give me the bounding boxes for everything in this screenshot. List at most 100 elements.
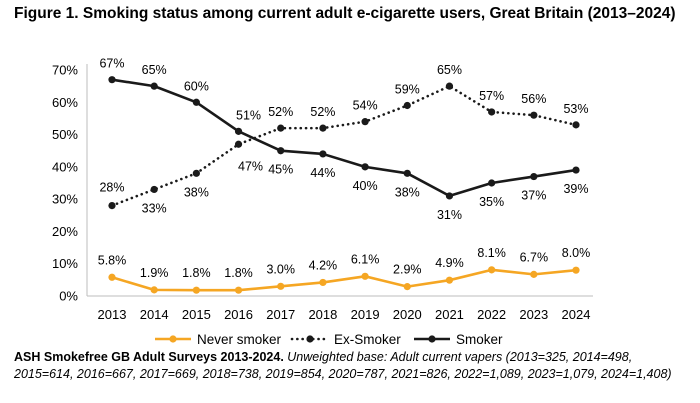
- data-point: [277, 282, 285, 290]
- legend-swatch-marker: [306, 335, 314, 343]
- data-label: 65%: [142, 63, 167, 77]
- legend-swatch-marker: [428, 335, 436, 343]
- data-label: 33%: [142, 201, 167, 215]
- line-chart: 0% 10% 20% 30% 40% 50% 60% 70% 2013 2014 2015 2016 2…: [52, 57, 593, 346]
- data-point: [403, 283, 411, 291]
- data-label: 28%: [99, 181, 124, 195]
- data-label: 45%: [268, 163, 293, 177]
- data-label: 51%: [236, 108, 261, 122]
- data-label: 52%: [268, 105, 293, 119]
- data-point: [572, 166, 580, 174]
- chart-axes: 0% 10% 20% 30% 40% 50% 60% 70% 2013 2014 2015 2016 2…: [52, 63, 593, 322]
- data-point: [108, 202, 116, 210]
- source-note: ASH Smokefree GB Adult Surveys 2013-2024…: [14, 349, 690, 382]
- data-point: [445, 82, 454, 90]
- x-tick-label: 2023: [519, 307, 548, 322]
- data-label: 31%: [437, 208, 462, 222]
- y-tick-label: 0%: [59, 289, 78, 304]
- data-label: 6.7%: [520, 250, 549, 264]
- y-tick-label: 70%: [52, 63, 78, 78]
- x-tick-label: 2021: [435, 307, 464, 322]
- legend-label: Ex-Smoker: [334, 332, 401, 346]
- data-point: [108, 76, 116, 84]
- data-point: [234, 140, 243, 148]
- data-label: 44%: [310, 166, 335, 180]
- data-label: 38%: [184, 185, 209, 199]
- data-point: [445, 276, 454, 284]
- data-point: [150, 185, 158, 194]
- y-tick-label: 20%: [52, 224, 78, 239]
- data-label: 4.2%: [309, 258, 338, 272]
- data-point: [403, 101, 411, 110]
- data-point: [234, 127, 243, 135]
- y-tick-label: 50%: [52, 127, 78, 142]
- data-label: 47%: [238, 159, 263, 173]
- data-label: 57%: [479, 89, 504, 103]
- y-tick-label: 30%: [52, 192, 78, 207]
- series-line-never-smoker: [111, 268, 577, 292]
- data-point: [488, 266, 496, 274]
- x-tick-label: 2015: [182, 307, 211, 322]
- data-label: 6.1%: [351, 252, 380, 266]
- data-point: [361, 272, 369, 280]
- data-point: [319, 278, 327, 287]
- data-point: [234, 286, 243, 294]
- series-line-ex-smoker: [110, 84, 578, 207]
- data-label: 1.9%: [140, 266, 169, 280]
- x-tick-label: 2017: [266, 307, 295, 322]
- data-label: 37%: [521, 189, 546, 203]
- x-tick-label: 2018: [308, 307, 337, 322]
- series-line-smoker: [111, 78, 577, 198]
- legend-label: Smoker: [456, 332, 503, 346]
- data-point: [361, 163, 369, 171]
- data-label: 40%: [353, 179, 378, 193]
- data-label: 39%: [563, 182, 588, 196]
- data-point: [319, 124, 327, 132]
- data-label: 1.8%: [224, 266, 253, 280]
- source-base-note: Unweighted base: Adult current vapers (2…: [14, 350, 672, 381]
- data-label: 4.9%: [435, 256, 464, 270]
- data-label: 65%: [437, 63, 462, 77]
- data-point: [403, 169, 411, 177]
- data-label: 35%: [479, 195, 504, 209]
- legend-swatch-marker: [169, 335, 177, 343]
- data-point: [572, 266, 580, 274]
- chart-legend: Never smoker Ex-Smoker Smoker: [155, 332, 503, 346]
- data-point: [108, 273, 116, 281]
- data-label: 60%: [184, 79, 209, 93]
- data-point: [530, 270, 538, 278]
- data-label: 53%: [563, 102, 588, 116]
- data-point: [488, 179, 496, 187]
- data-point: [319, 150, 327, 158]
- data-label: 1.8%: [182, 266, 211, 280]
- data-point: [150, 82, 158, 90]
- data-point: [192, 98, 200, 106]
- x-tick-label: 2024: [562, 307, 591, 322]
- x-tick-label: 2022: [477, 307, 506, 322]
- y-tick-label: 10%: [52, 256, 78, 271]
- chart-title: Figure 1. Smoking status among current a…: [14, 5, 676, 22]
- data-point: [192, 169, 200, 177]
- data-label: 52%: [310, 105, 335, 119]
- data-label: 54%: [353, 99, 378, 113]
- data-label: 56%: [521, 92, 546, 106]
- data-point: [488, 108, 496, 116]
- data-point: [445, 192, 454, 200]
- y-tick-label: 60%: [52, 95, 78, 110]
- data-point: [530, 111, 538, 119]
- x-tick-label: 2019: [351, 307, 380, 322]
- data-point: [530, 172, 538, 181]
- data-label: 8.0%: [562, 246, 591, 260]
- data-point: [277, 124, 285, 132]
- x-tick-label: 2013: [98, 307, 127, 322]
- source-lead: ASH Smokefree GB Adult Surveys 2013-2024…: [14, 350, 284, 364]
- data-label: 5.8%: [98, 253, 127, 267]
- legend-label: Never smoker: [197, 332, 282, 346]
- data-label: 8.1%: [477, 246, 506, 260]
- data-point: [572, 121, 580, 129]
- data-label: 3.0%: [266, 262, 295, 276]
- x-tick-label: 2020: [393, 307, 422, 322]
- data-point: [150, 286, 158, 294]
- x-tick-label: 2016: [224, 307, 253, 322]
- data-label: 67%: [99, 57, 124, 71]
